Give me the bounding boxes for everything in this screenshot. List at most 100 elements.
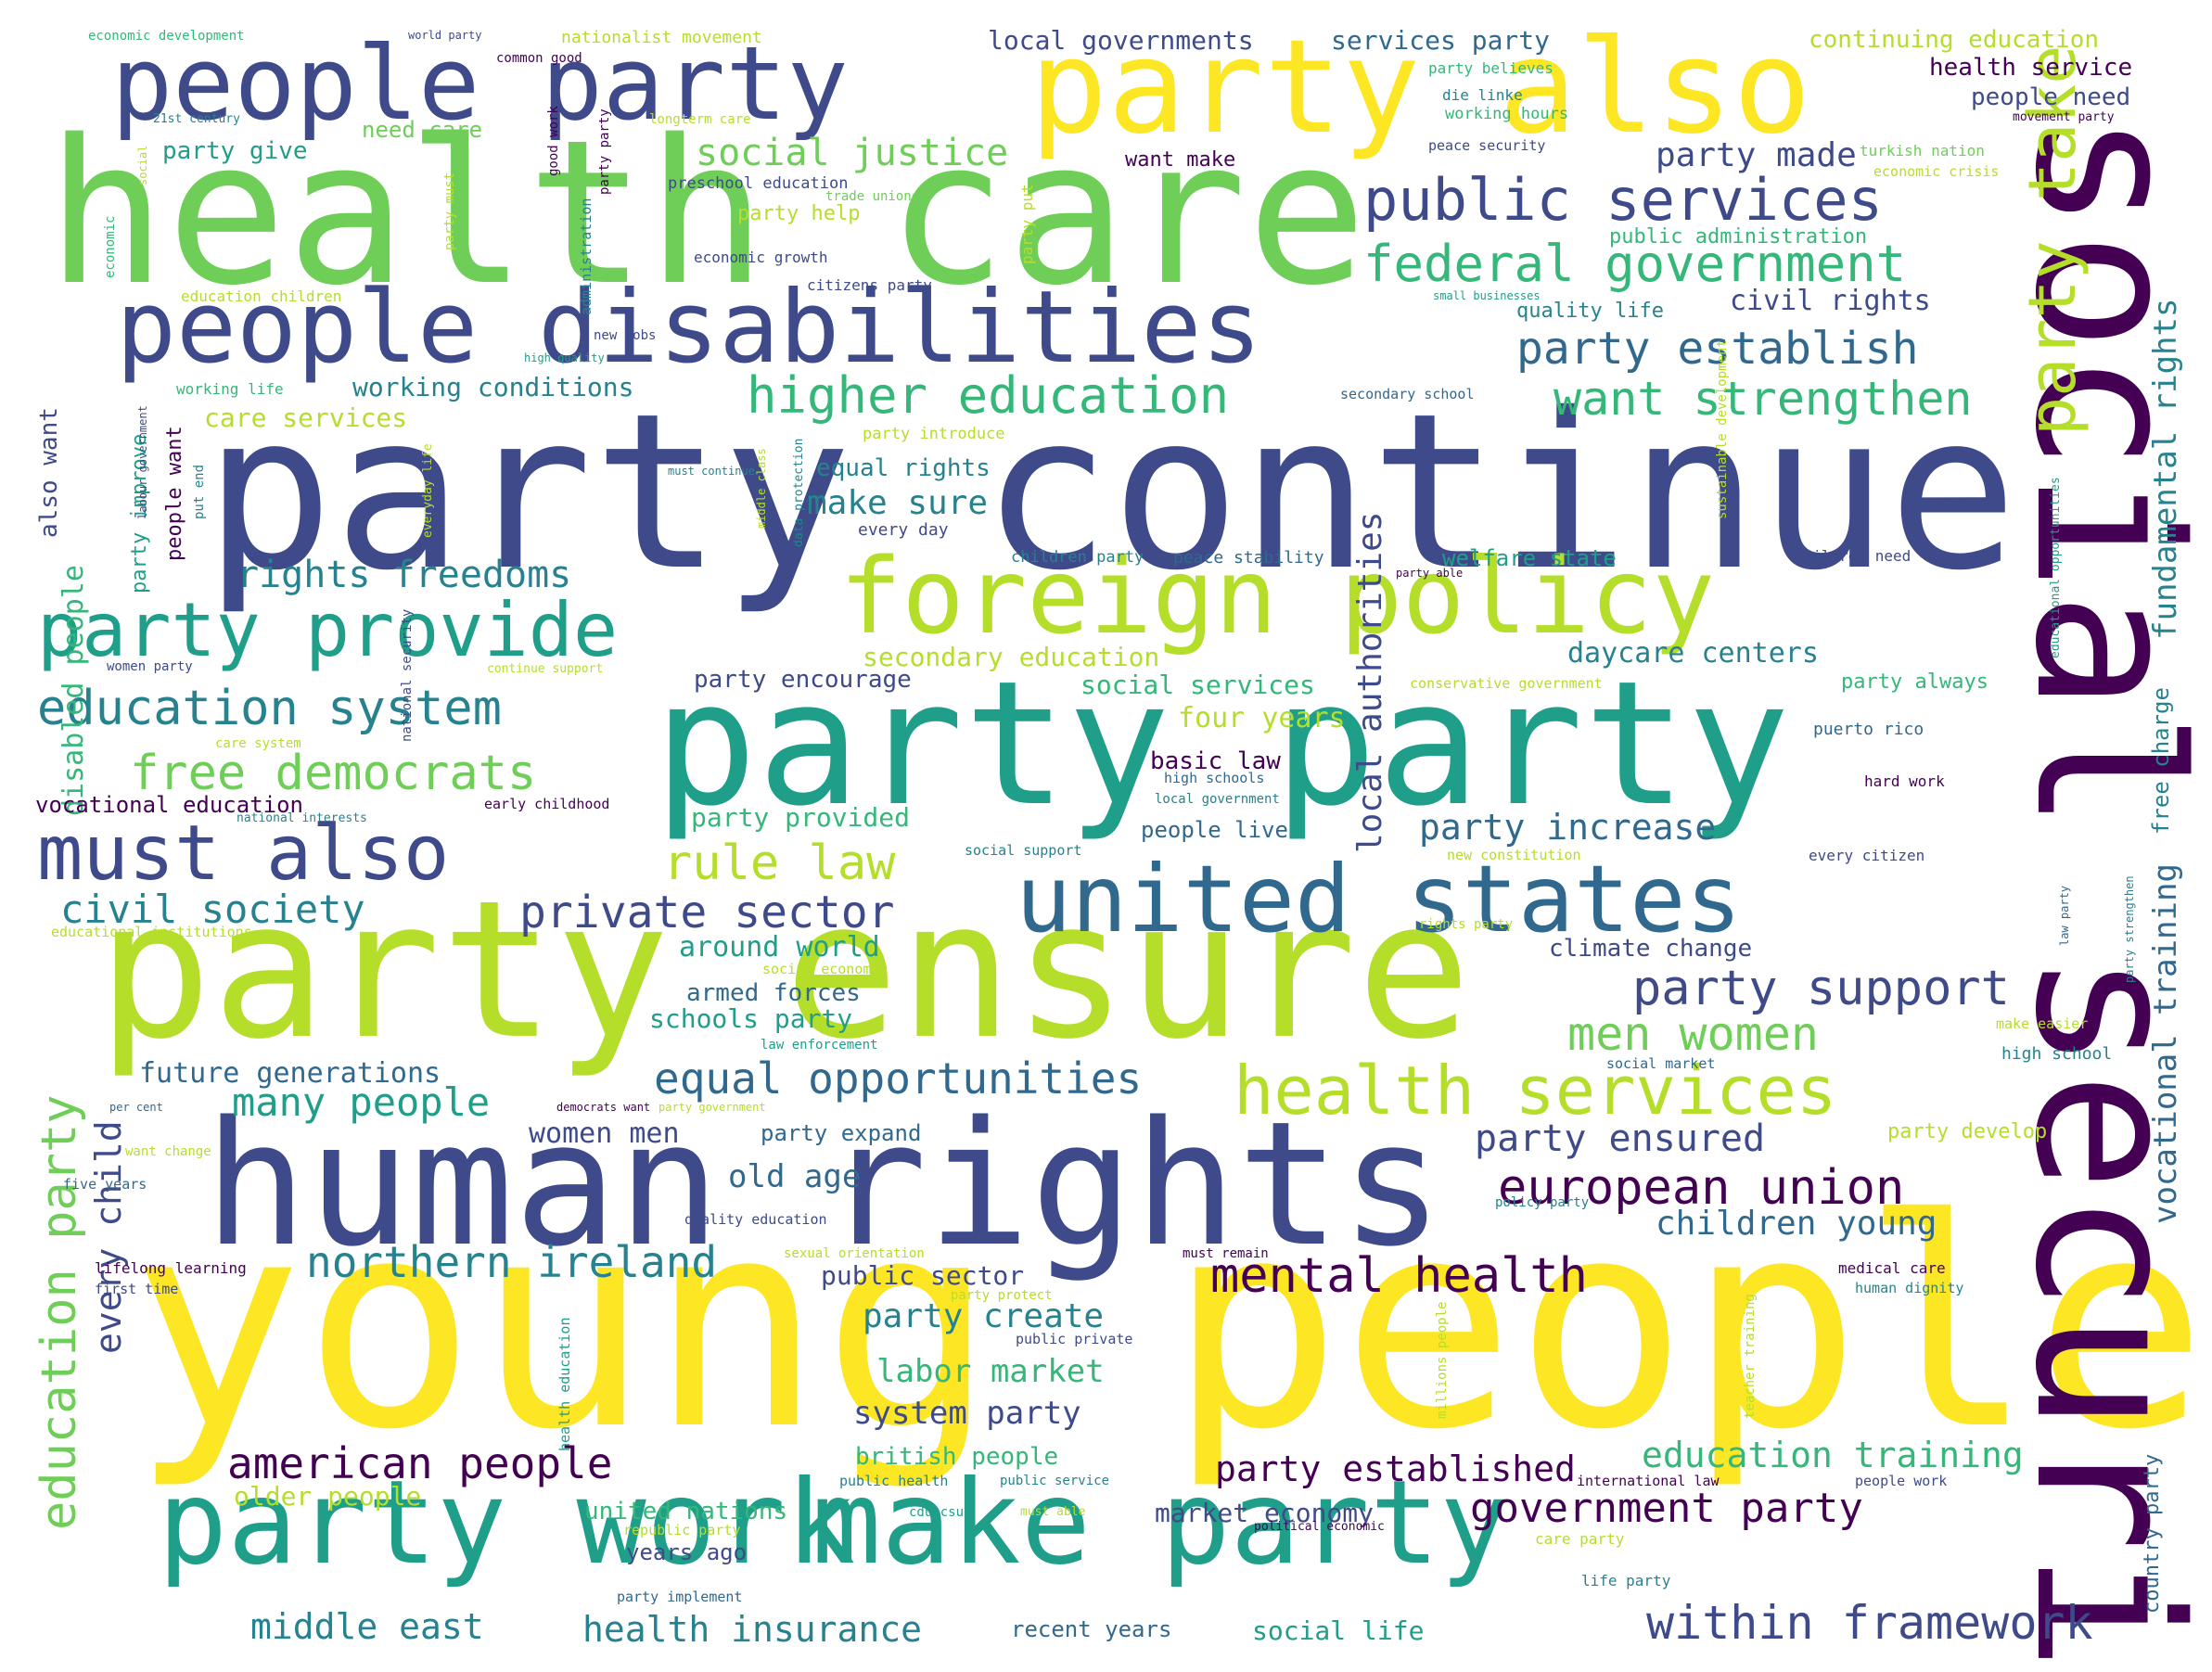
word: party established <box>1215 1449 1576 1489</box>
word: labor market <box>876 1353 1105 1390</box>
word: working life <box>176 380 284 398</box>
word: people want <box>163 426 186 561</box>
word: party put <box>1018 184 1036 264</box>
word: public service <box>1000 1474 1110 1488</box>
word: fundamental rights <box>2147 298 2184 640</box>
word: health care <box>46 96 1367 329</box>
word: economic growth <box>694 249 828 266</box>
word: services party <box>1331 25 1551 56</box>
word: people disabilities <box>116 270 1262 386</box>
word: future generations <box>139 1057 441 1090</box>
word: party party <box>597 108 612 195</box>
word: party develop <box>1887 1120 2048 1143</box>
word: cdu csu <box>909 1505 965 1520</box>
word: die linke <box>1442 86 1523 104</box>
word: secondary school <box>1340 386 1475 402</box>
word: higher education <box>747 366 1230 425</box>
word: human rights <box>204 1084 1444 1284</box>
word: national interests <box>237 811 367 825</box>
word: sustainable development <box>1715 339 1730 519</box>
word: british people <box>855 1443 1059 1471</box>
word: every child <box>88 1120 129 1354</box>
word: health services <box>1234 1052 1837 1130</box>
word: party give <box>162 137 308 165</box>
word: armed forces <box>686 979 861 1007</box>
word: disabled people <box>58 565 90 816</box>
word: years ago <box>626 1539 748 1565</box>
word: foreign policy <box>839 537 1716 657</box>
word: united nations <box>584 1498 788 1525</box>
word: party continue <box>204 367 2018 618</box>
word: preschool education <box>668 174 849 193</box>
word: sexual orientation <box>784 1246 925 1261</box>
word: middle east <box>250 1606 484 1647</box>
word: party establish <box>1516 323 1919 375</box>
word: men women <box>1567 1007 1819 1061</box>
word: party ensured <box>1475 1117 1766 1160</box>
word: political economic <box>1254 1520 1385 1534</box>
word: party ensure <box>97 861 1472 1081</box>
word: make easier <box>1996 1015 2089 1032</box>
word: want make <box>1125 148 1236 172</box>
word: children need <box>1795 547 1912 565</box>
word: data protection <box>792 438 806 547</box>
word: northern ireland <box>306 1237 718 1287</box>
word: middle class <box>755 448 768 529</box>
word: also want <box>35 407 63 538</box>
word: social <box>136 145 149 185</box>
word: law party <box>2058 885 2071 946</box>
word: life party <box>1581 1572 1671 1589</box>
word: common good <box>496 51 582 66</box>
word: medical care <box>1838 1259 1946 1277</box>
word: good work <box>546 106 561 176</box>
word: economic development <box>88 29 245 44</box>
word: must able <box>1020 1505 1086 1519</box>
word: must also <box>37 810 450 898</box>
word: republic party <box>623 1522 741 1538</box>
word: put end <box>192 464 207 519</box>
word: equal rights <box>816 454 991 482</box>
word: millions people <box>1435 1301 1450 1419</box>
word: party introduce <box>863 425 1005 443</box>
word: hard work <box>1864 772 1945 790</box>
word: public services <box>1363 166 1883 234</box>
word: 21st century <box>153 112 240 126</box>
word: five years <box>63 1176 147 1193</box>
word: market economy <box>1155 1498 1375 1528</box>
word: social economic <box>762 961 889 977</box>
word: education training <box>1642 1435 2024 1475</box>
word: social support <box>965 842 1082 859</box>
word: welfare state <box>1442 545 1617 571</box>
word: older people <box>234 1481 422 1512</box>
word: party government <box>658 1101 766 1114</box>
word: rights party <box>1419 917 1514 932</box>
word: every day <box>858 520 949 540</box>
word: civil society <box>60 887 365 932</box>
word: high quality <box>524 351 605 364</box>
word: lifelong learning <box>95 1259 247 1277</box>
word: teacher training <box>1743 1294 1758 1419</box>
word: education children <box>181 287 342 305</box>
word: education system <box>37 681 502 736</box>
word: party party <box>654 644 1791 844</box>
word: quality life <box>1516 300 1664 323</box>
word: puerto rico <box>1813 720 1924 739</box>
word: working conditions <box>352 372 634 402</box>
word: women party <box>107 659 193 674</box>
word: local government <box>1155 792 1280 807</box>
word: continuing education <box>1809 26 2100 54</box>
word: old age <box>728 1158 862 1195</box>
word: party increase <box>1419 807 1717 848</box>
word: law enforcement <box>761 1038 878 1053</box>
word: around world <box>679 931 880 964</box>
word: care system <box>215 736 301 751</box>
word: party must <box>442 172 457 250</box>
word: public sector <box>821 1260 1025 1291</box>
word: make party <box>812 1456 1510 1590</box>
word: government party <box>1470 1485 1863 1532</box>
word: educational opportunities <box>2049 477 2063 658</box>
word: country party <box>2141 1453 2164 1614</box>
word: climate change <box>1549 935 1753 963</box>
word: party implement <box>617 1589 743 1605</box>
